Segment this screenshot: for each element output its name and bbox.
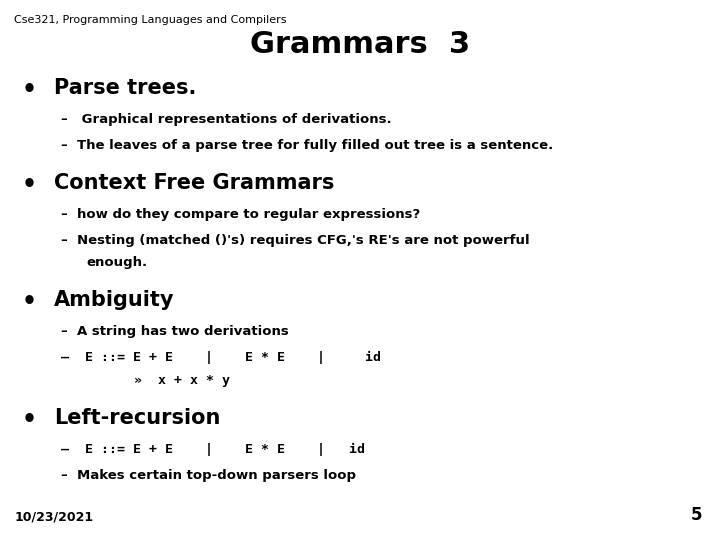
Text: Context Free Grammars: Context Free Grammars <box>54 173 334 193</box>
Text: Parse trees.: Parse trees. <box>54 78 197 98</box>
Text: –  E ::= E + E    |    E * E    |   id: – E ::= E + E | E * E | id <box>61 443 365 456</box>
Text: Grammars  3: Grammars 3 <box>250 30 470 59</box>
Text: Left-recursion: Left-recursion <box>54 408 220 428</box>
Text: enough.: enough. <box>86 256 148 269</box>
Text: –  how do they compare to regular expressions?: – how do they compare to regular express… <box>61 208 420 221</box>
Text: •: • <box>22 78 37 102</box>
Text: Ambiguity: Ambiguity <box>54 290 174 310</box>
Text: •: • <box>22 290 37 314</box>
Text: –  E ::= E + E    |    E * E    |     id: – E ::= E + E | E * E | id <box>61 351 381 364</box>
Text: •: • <box>22 173 37 197</box>
Text: Cse321, Programming Languages and Compilers: Cse321, Programming Languages and Compil… <box>14 15 287 25</box>
Text: –  Makes certain top-down parsers loop: – Makes certain top-down parsers loop <box>61 469 356 482</box>
Text: 10/23/2021: 10/23/2021 <box>14 511 94 524</box>
Text: »  x + x * y: » x + x * y <box>86 374 230 387</box>
Text: •: • <box>22 408 37 431</box>
Text: –  The leaves of a parse tree for fully filled out tree is a sentence.: – The leaves of a parse tree for fully f… <box>61 139 554 152</box>
Text: –   Graphical representations of derivations.: – Graphical representations of derivatio… <box>61 113 392 126</box>
Text: 5: 5 <box>690 506 702 524</box>
Text: –  A string has two derivations: – A string has two derivations <box>61 325 289 338</box>
Text: –  Nesting (matched ()'s) requires CFG,'s RE's are not powerful: – Nesting (matched ()'s) requires CFG,'s… <box>61 234 530 247</box>
